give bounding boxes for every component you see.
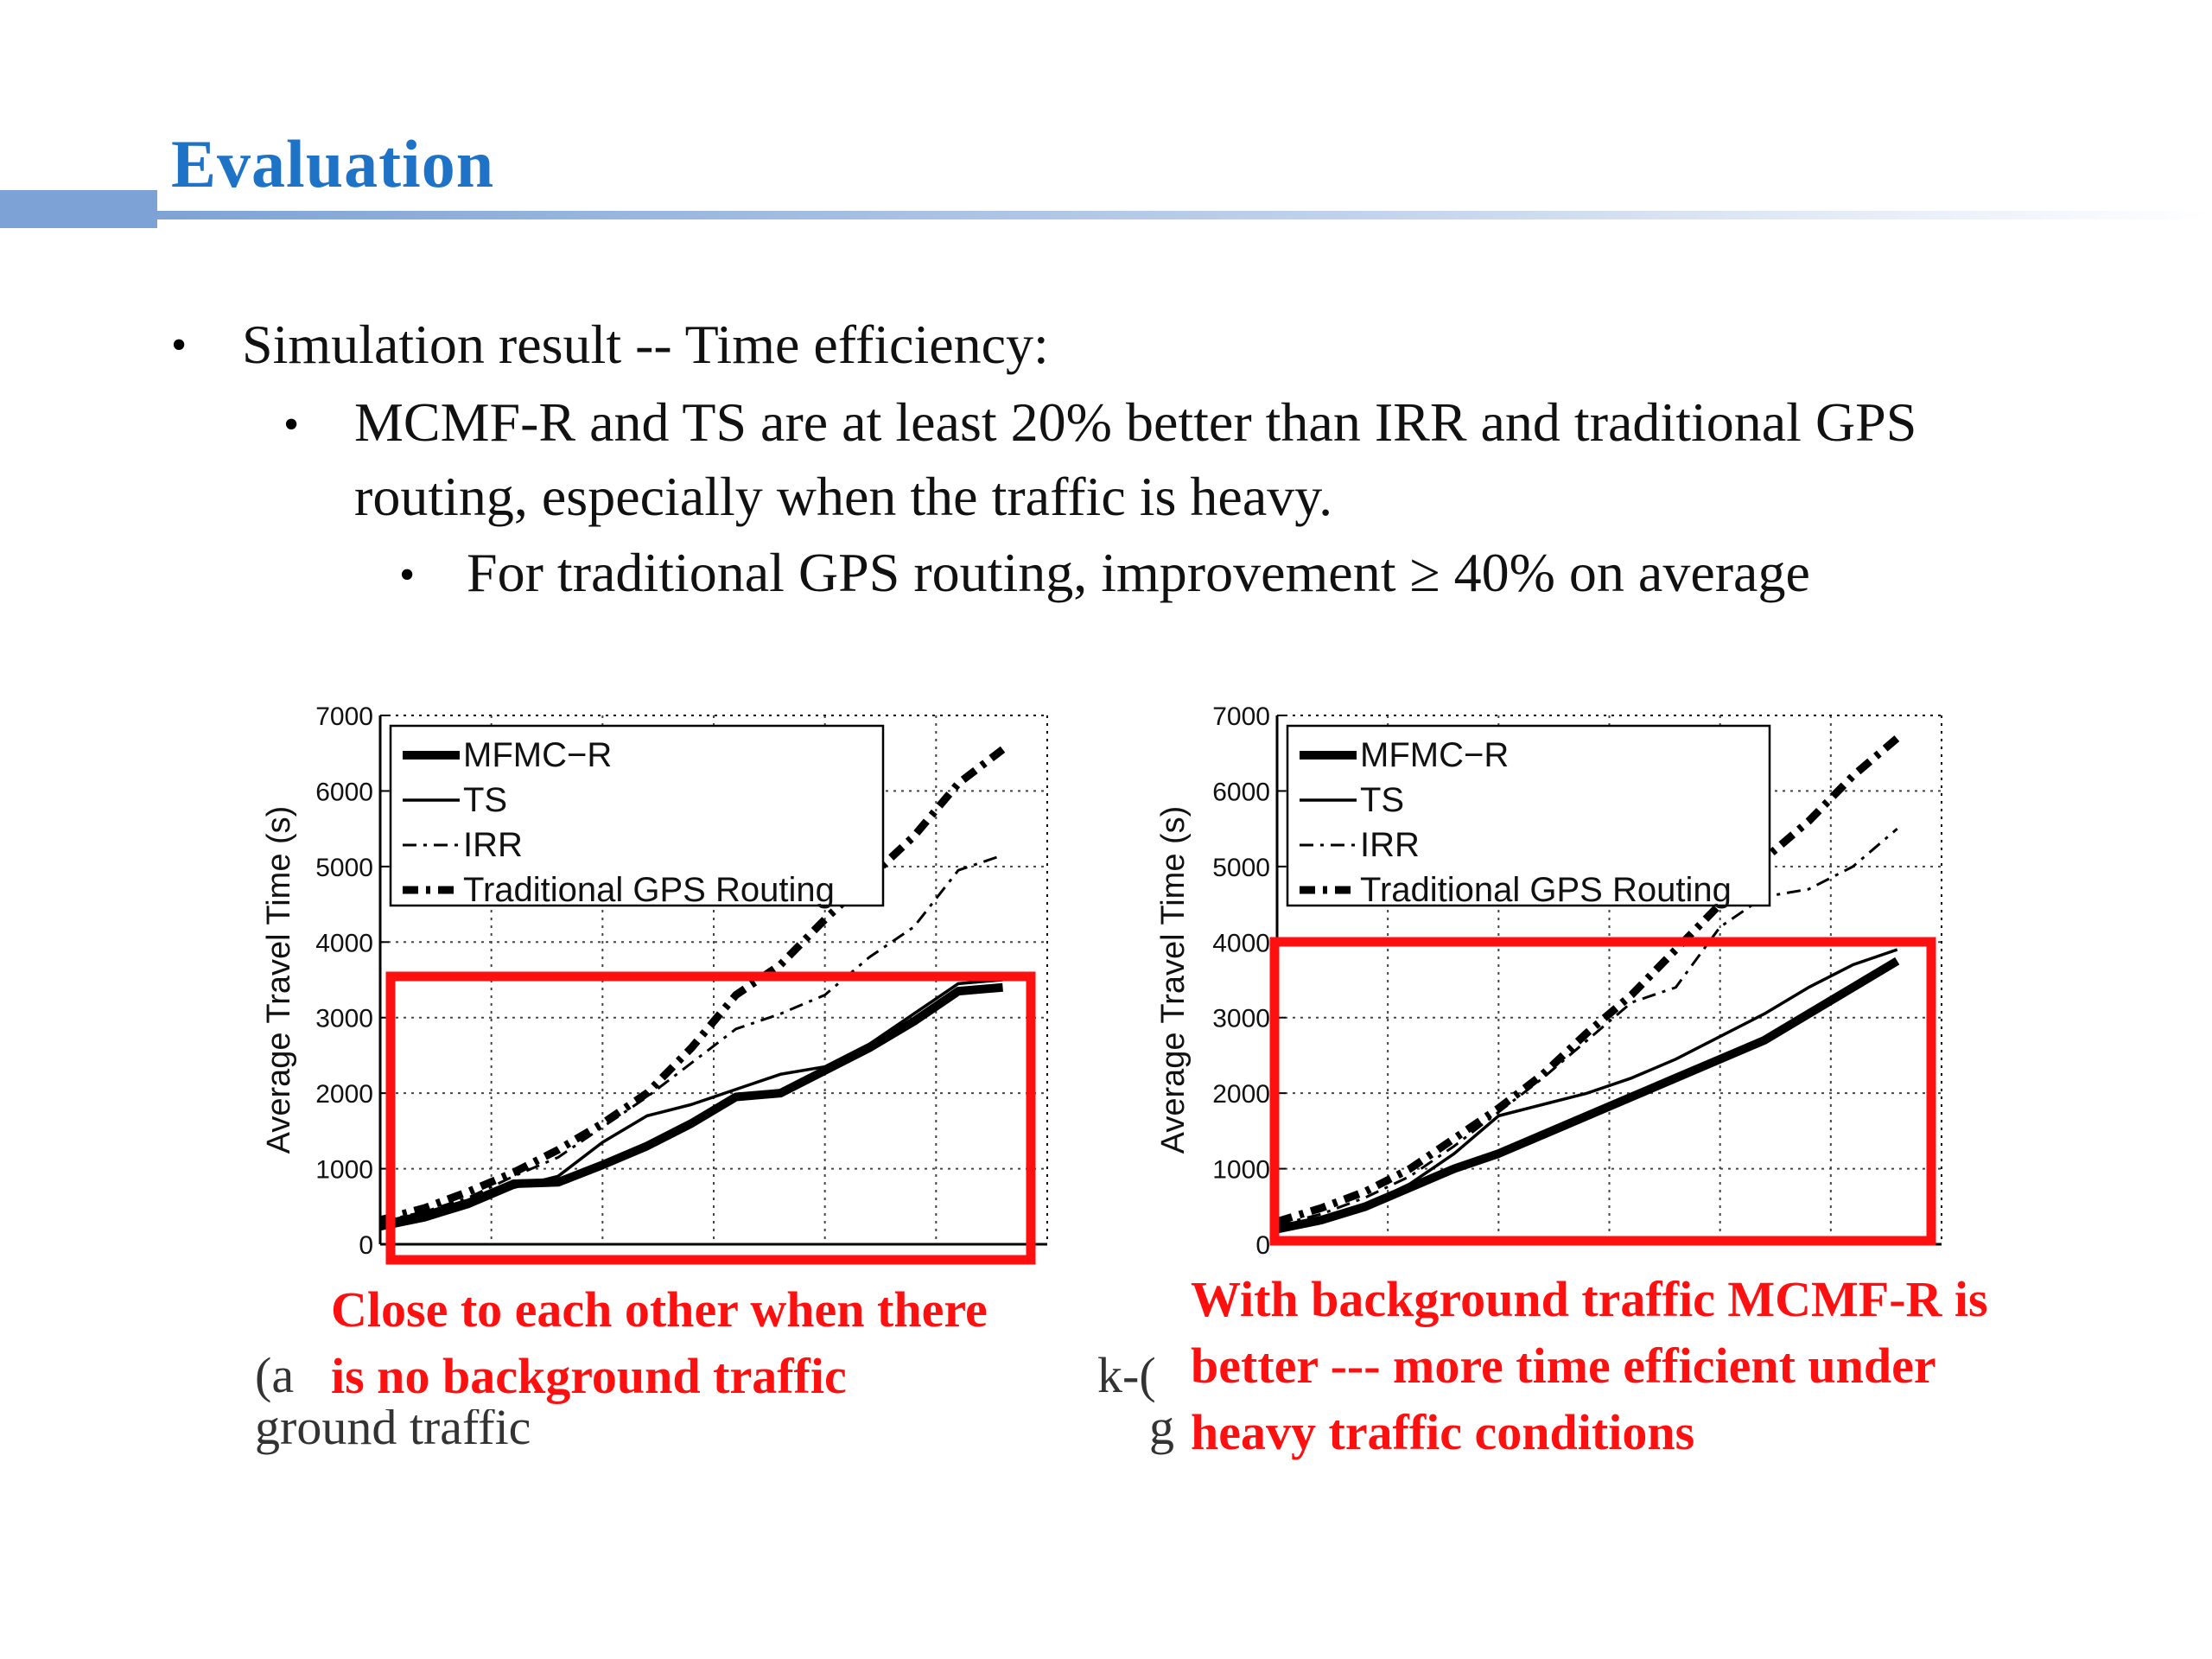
y-tick-label: 5000 [1212, 854, 1270, 882]
y-axis-label: Average Travel Time (s) [1155, 806, 1192, 1154]
y-tick-label: 5000 [315, 854, 373, 882]
bullet-marker: • [283, 400, 300, 449]
legend-label: IRR [1360, 826, 1420, 864]
y-tick-label: 7000 [315, 702, 373, 731]
y-tick-label: 0 [1255, 1231, 1270, 1260]
caption-fragment-left-a: (a [255, 1347, 295, 1403]
y-tick-label: 7000 [1212, 702, 1270, 731]
y-tick-label: 6000 [315, 778, 373, 806]
y-tick-label: 4000 [1212, 929, 1270, 957]
bullet-level2-line2: routing, especially when the traffic is … [354, 466, 1333, 527]
annotation-right-line1: With background traffic MCMF-R is [1191, 1271, 1988, 1327]
legend-label: TS [1360, 781, 1404, 819]
y-tick-label: 0 [359, 1231, 373, 1260]
series-line-ts [379, 978, 1003, 1231]
bullet-marker: • [399, 550, 416, 600]
legend-label: MFMC−R [463, 736, 612, 774]
legend-label: MFMC−R [1360, 736, 1509, 774]
series-line-traditional-gps-routing [378, 746, 1006, 1224]
bullet-level3: For traditional GPS routing, improvement… [467, 542, 1810, 603]
series-line-irr [1276, 828, 1898, 1227]
y-tick-label: 2000 [1212, 1080, 1270, 1109]
caption-fragment-right-b: g [1149, 1399, 1174, 1455]
slide-title: Evaluation [171, 126, 495, 201]
legend-label: IRR [463, 826, 523, 864]
legend-label: TS [463, 781, 507, 819]
legend-box [1286, 724, 1771, 907]
caption-fragment-right-a: k-( [1097, 1347, 1156, 1403]
y-tick-label: 4000 [315, 929, 373, 957]
series-line-mfmc-r [1275, 957, 1900, 1234]
legend-label: Traditional GPS Routing [1360, 871, 1732, 909]
annotation-right-line2: better --- more time efficient under [1191, 1333, 1936, 1399]
y-axis-label: Average Travel Time (s) [261, 806, 297, 1154]
legend-box [389, 724, 885, 907]
annotation-left-line1: Close to each other when there [331, 1281, 988, 1338]
highlight-box [385, 971, 1036, 1265]
bullet-level2-line1: MCMF-R and TS are at least 20% better th… [354, 391, 1917, 453]
highlight-box [1269, 937, 1936, 1246]
bullet-level1: Simulation result -- Time efficiency: [242, 314, 1049, 375]
y-tick-label: 1000 [315, 1156, 373, 1185]
series-line-mfmc-r [378, 982, 1003, 1230]
y-tick-label: 2000 [315, 1080, 373, 1109]
annotation-left-line2: is no background traffic [331, 1344, 847, 1409]
title-underline-bar [0, 190, 2212, 228]
y-tick-label: 3000 [1212, 1005, 1270, 1033]
bullet-marker: • [171, 321, 188, 370]
series-line-ts [1276, 948, 1898, 1232]
y-tick-label: 1000 [1212, 1156, 1270, 1185]
legend-label: Traditional GPS Routing [463, 871, 835, 909]
series-line-traditional-gps-routing [1275, 734, 1900, 1226]
y-tick-label: 3000 [315, 1005, 373, 1033]
series-line-irr [379, 854, 1004, 1224]
annotation-right-line3: heavy traffic conditions [1191, 1400, 1695, 1465]
y-tick-label: 6000 [1212, 778, 1270, 806]
